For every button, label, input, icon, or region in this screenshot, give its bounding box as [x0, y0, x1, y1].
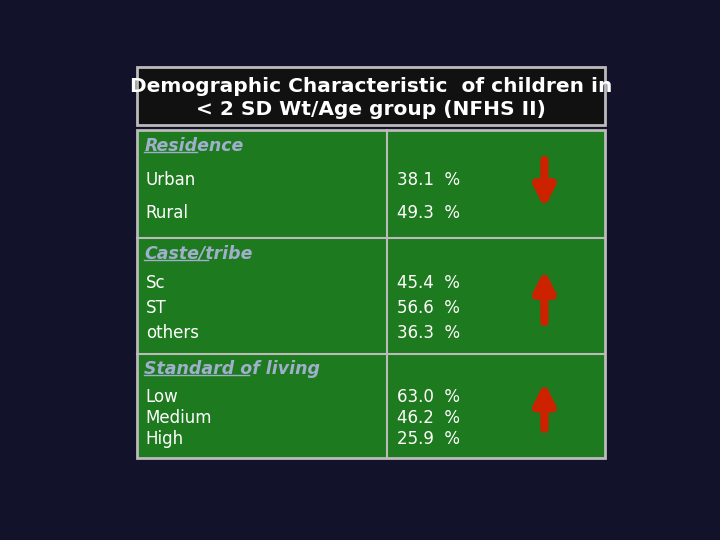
Text: Low: Low — [145, 388, 179, 406]
Text: others: others — [145, 325, 199, 342]
Text: Standard of living: Standard of living — [144, 360, 320, 378]
Text: Residence: Residence — [144, 137, 243, 154]
Text: < 2 SD Wt/Age group (NFHS II): < 2 SD Wt/Age group (NFHS II) — [196, 100, 546, 119]
Text: 46.2  %: 46.2 % — [397, 409, 459, 427]
Text: Demographic Characteristic  of children in: Demographic Characteristic of children i… — [130, 77, 612, 96]
Text: Caste/tribe: Caste/tribe — [144, 245, 253, 262]
Text: Urban: Urban — [145, 171, 196, 188]
Text: 45.4  %: 45.4 % — [397, 274, 459, 292]
Text: 25.9  %: 25.9 % — [397, 430, 459, 448]
Text: 63.0  %: 63.0 % — [397, 388, 459, 406]
Text: 56.6  %: 56.6 % — [397, 299, 459, 317]
Bar — [137, 67, 606, 125]
Text: High: High — [145, 430, 184, 448]
Text: ST: ST — [145, 299, 166, 317]
Text: Rural: Rural — [145, 205, 189, 222]
Bar — [137, 130, 606, 457]
Text: Medium: Medium — [145, 409, 212, 427]
Text: 49.3  %: 49.3 % — [397, 205, 459, 222]
Text: Sc: Sc — [145, 274, 166, 292]
Text: 38.1  %: 38.1 % — [397, 171, 460, 188]
Text: 36.3  %: 36.3 % — [397, 325, 460, 342]
